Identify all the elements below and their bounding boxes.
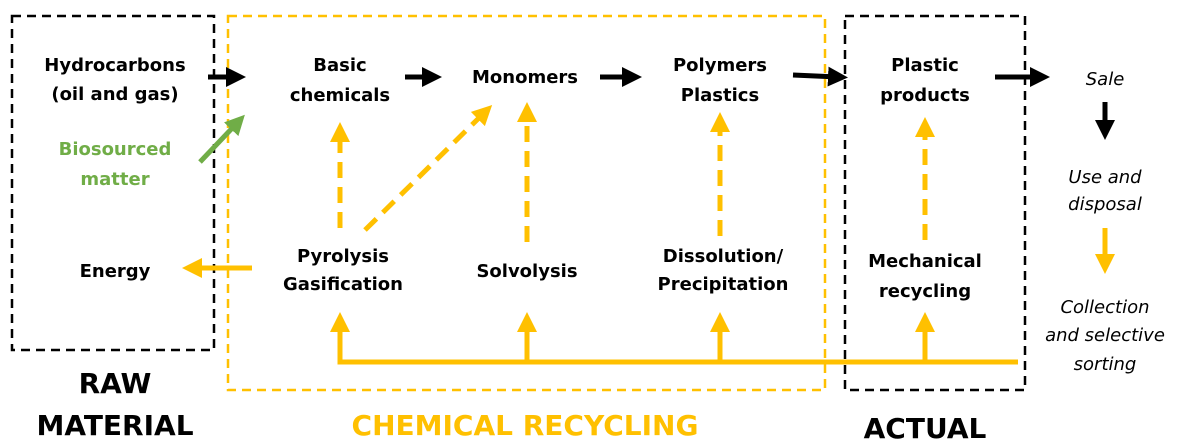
node-label: Basic xyxy=(313,55,366,76)
arrow xyxy=(363,104,493,232)
raw-box xyxy=(10,14,216,352)
dashed-arrows xyxy=(330,102,935,242)
node-label: Biosourced xyxy=(59,139,172,160)
loop-line xyxy=(330,312,1018,365)
node-label: Polymers xyxy=(673,55,767,76)
section-label: CHEMICAL RECYCLING xyxy=(352,409,699,442)
arrow xyxy=(792,66,848,87)
boxes xyxy=(10,14,1027,392)
yellow-arrows xyxy=(182,102,1115,365)
node-label: Collection xyxy=(1060,297,1149,318)
node-label: Sale xyxy=(1086,69,1125,90)
node-label: Plastic xyxy=(891,55,959,76)
section-label: RAW xyxy=(79,367,152,400)
node-label: and selective xyxy=(1045,325,1165,346)
node-label: Hydrocarbons xyxy=(44,55,185,76)
node-label: Plastics xyxy=(681,85,759,106)
chemical-box xyxy=(226,14,827,392)
node-label: Solvolysis xyxy=(476,261,577,282)
black-arrows xyxy=(208,66,1115,140)
node-label: Precipitation xyxy=(658,274,789,295)
node-label: matter xyxy=(80,169,149,190)
node-label: (oil and gas) xyxy=(51,84,178,105)
node-label: Pyrolysis xyxy=(297,246,389,267)
node-label: Monomers xyxy=(472,67,578,88)
node-label: Dissolution/ xyxy=(663,246,784,267)
node-label: sorting xyxy=(1074,354,1137,375)
labels: Hydrocarbons (oil and gas) Biosourced matte… xyxy=(36,55,1164,443)
node-label: Gasification xyxy=(283,274,403,295)
node-label: Energy xyxy=(80,261,151,282)
section-label: ACTUAL xyxy=(864,412,987,443)
node-label: disposal xyxy=(1068,194,1142,215)
node-label: chemicals xyxy=(290,85,390,106)
node-label: Use and xyxy=(1068,167,1142,188)
section-label: MATERIAL xyxy=(36,409,193,442)
actual-box xyxy=(843,14,1027,392)
node-label: Mechanical xyxy=(868,251,982,272)
node-label: products xyxy=(880,85,970,106)
green-arrow xyxy=(198,114,245,164)
node-label: recycling xyxy=(879,281,971,302)
